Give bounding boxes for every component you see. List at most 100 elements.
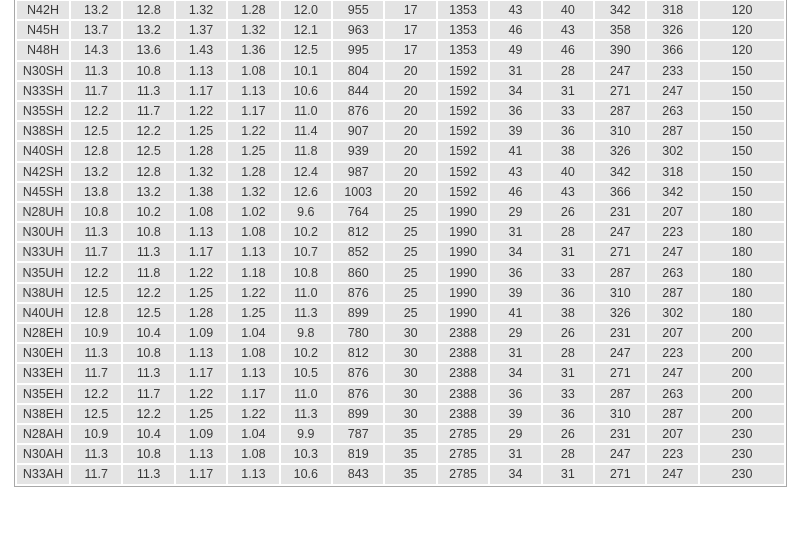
value-cell: 302 xyxy=(645,140,700,163)
value-cell: 29 xyxy=(488,200,543,224)
value-cell: 10.3 xyxy=(278,443,334,466)
value-cell: 939 xyxy=(331,140,386,163)
table-row: N30UH 11.3 10.8 1.13 1.08 10.2 812 25 1990 31 28 24… xyxy=(15,221,786,244)
value-cell: 180 xyxy=(698,281,786,304)
value-cell: 28 xyxy=(540,59,596,82)
grade-cell: N35UH xyxy=(15,261,71,284)
value-cell: 30 xyxy=(383,321,438,345)
value-cell: 150 xyxy=(698,180,786,203)
value-cell: 200 xyxy=(698,321,786,345)
table-row: N38SH 12.5 12.2 1.25 1.22 11.4 907 20 1592 39 36 31… xyxy=(15,120,786,143)
value-cell: 36 xyxy=(488,261,543,284)
value-cell: 41 xyxy=(488,140,543,163)
value-cell: 1353 xyxy=(435,0,491,22)
value-cell: 10.9 xyxy=(68,321,124,345)
value-cell: 31 xyxy=(488,342,543,365)
value-cell: 150 xyxy=(698,140,786,163)
value-cell: 287 xyxy=(645,281,700,304)
value-cell: 230 xyxy=(698,463,786,486)
value-cell: 1.22 xyxy=(173,99,229,123)
value-cell: 31 xyxy=(488,59,543,82)
value-cell: 12.6 xyxy=(278,180,334,203)
table-row: N33AH 11.7 11.3 1.17 1.13 10.6 843 35 2785 34 31 27… xyxy=(15,463,786,486)
value-cell: 12.4 xyxy=(278,160,334,183)
value-cell: 40 xyxy=(540,160,596,183)
value-cell: 28 xyxy=(540,342,596,365)
value-cell: 1592 xyxy=(435,59,491,82)
value-cell: 907 xyxy=(331,120,386,143)
grade-cell: N33EH xyxy=(15,362,71,385)
value-cell: 26 xyxy=(540,422,596,446)
value-cell: 11.0 xyxy=(278,281,334,304)
value-cell: 1.32 xyxy=(173,0,229,22)
value-cell: 318 xyxy=(645,0,700,22)
grade-cell: N45SH xyxy=(15,180,71,203)
value-cell: 1.36 xyxy=(226,39,281,62)
value-cell: 287 xyxy=(593,261,648,284)
value-cell: 29 xyxy=(488,422,543,446)
table-row: N40SH 12.8 12.5 1.28 1.25 11.8 939 20 1592 41 38 32… xyxy=(15,140,786,163)
value-cell: 366 xyxy=(645,39,700,62)
value-cell: 11.0 xyxy=(278,99,334,123)
grade-cell: N30UH xyxy=(15,221,71,244)
value-cell: 11.3 xyxy=(121,362,176,385)
value-cell: 38 xyxy=(540,140,596,163)
value-cell: 33 xyxy=(540,261,596,284)
value-cell: 1.32 xyxy=(226,180,281,203)
table-row: N33EH 11.7 11.3 1.17 1.13 10.5 876 30 2388 34 31 27… xyxy=(15,362,786,385)
value-cell: 12.5 xyxy=(68,120,124,143)
value-cell: 35 xyxy=(383,422,438,446)
value-cell: 366 xyxy=(593,180,648,203)
value-cell: 13.2 xyxy=(68,0,124,22)
value-cell: 25 xyxy=(383,221,438,244)
grade-cell: N40UH xyxy=(15,301,71,325)
table-row: N35EH 12.2 11.7 1.22 1.17 11.0 876 30 2388 36 33 28… xyxy=(15,382,786,405)
value-cell: 1.17 xyxy=(173,79,229,102)
value-cell: 30 xyxy=(383,382,438,405)
value-cell: 11.0 xyxy=(278,382,334,405)
value-cell: 10.4 xyxy=(121,321,176,345)
value-cell: 39 xyxy=(488,120,543,143)
value-cell: 812 xyxy=(331,342,386,365)
value-cell: 1.13 xyxy=(226,79,281,102)
value-cell: 231 xyxy=(593,321,648,345)
value-cell: 10.6 xyxy=(278,79,334,102)
value-cell: 876 xyxy=(331,281,386,304)
value-cell: 1.43 xyxy=(173,39,229,62)
value-cell: 17 xyxy=(383,19,438,42)
value-cell: 2785 xyxy=(435,443,491,466)
table-row: N28UH 10.8 10.2 1.08 1.02 9.6 764 25 1990 29 26 231… xyxy=(15,200,786,224)
value-cell: 223 xyxy=(645,342,700,365)
value-cell: 11.7 xyxy=(68,463,124,486)
value-cell: 30 xyxy=(383,402,438,425)
value-cell: 1.25 xyxy=(173,402,229,425)
value-cell: 12.5 xyxy=(121,301,176,325)
value-cell: 1.32 xyxy=(226,19,281,42)
value-cell: 20 xyxy=(383,99,438,123)
value-cell: 200 xyxy=(698,382,786,405)
value-cell: 1990 xyxy=(435,200,491,224)
grade-cell: N33AH xyxy=(15,463,71,486)
value-cell: 200 xyxy=(698,362,786,385)
value-cell: 223 xyxy=(645,443,700,466)
value-cell: 29 xyxy=(488,321,543,345)
value-cell: 1990 xyxy=(435,281,491,304)
value-cell: 326 xyxy=(645,19,700,42)
value-cell: 36 xyxy=(540,281,596,304)
value-cell: 207 xyxy=(645,200,700,224)
value-cell: 1.22 xyxy=(173,382,229,405)
value-cell: 26 xyxy=(540,321,596,345)
value-cell: 358 xyxy=(593,19,648,42)
value-cell: 11.3 xyxy=(68,59,124,82)
value-cell: 46 xyxy=(488,19,543,42)
value-cell: 11.3 xyxy=(278,402,334,425)
value-cell: 2785 xyxy=(435,463,491,486)
value-cell: 20 xyxy=(383,59,438,82)
value-cell: 1.13 xyxy=(173,221,229,244)
grade-cell: N38EH xyxy=(15,402,71,425)
value-cell: 247 xyxy=(593,221,648,244)
value-cell: 876 xyxy=(331,362,386,385)
value-cell: 1.28 xyxy=(226,0,281,22)
value-cell: 1.25 xyxy=(226,301,281,325)
grade-cell: N42H xyxy=(15,0,71,22)
